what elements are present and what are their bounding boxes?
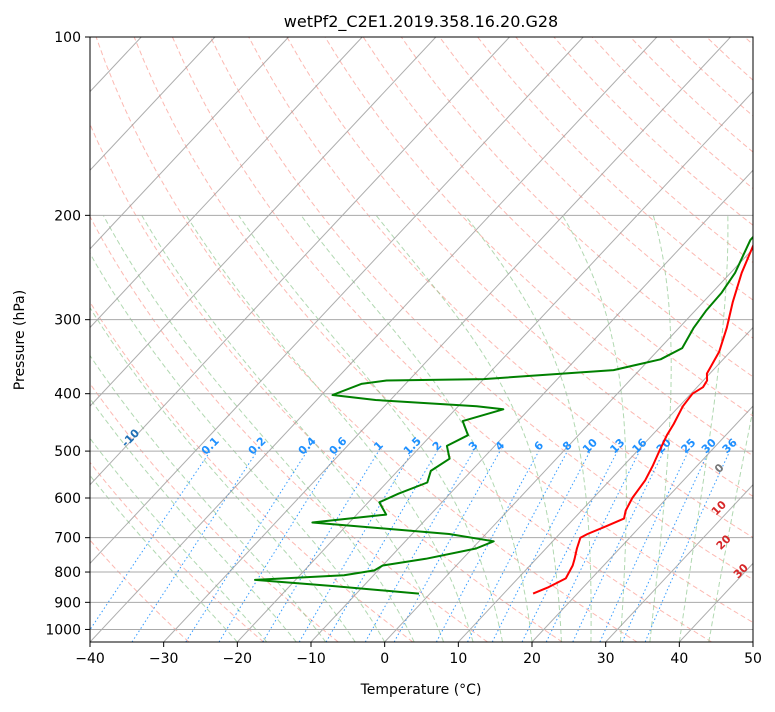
y-tick-label: 500 [54,444,81,460]
x-tick-label: 0 [380,651,389,667]
y-tick-label: 100 [54,30,81,46]
x-tick-label: 10 [449,651,467,667]
y-tick-label: 800 [54,565,81,581]
x-tick-label: 30 [597,651,615,667]
x-tick-label: −30 [149,651,179,667]
x-tick-label: 50 [744,651,762,667]
y-axis-label: Pressure (hPa) [12,290,28,390]
x-tick-label: 20 [523,651,541,667]
chart-title: wetPf2_C2E1.2019.358.16.20.G28 [284,12,558,32]
y-tick-label: 200 [54,208,81,224]
y-tick-label: 700 [54,531,81,547]
y-tick-label: 600 [54,491,81,507]
y-tick-label: 400 [54,387,81,403]
x-tick-label: 40 [670,651,688,667]
y-tick-label: 900 [54,595,81,611]
y-tick-label: 300 [54,313,81,329]
x-tick-label: −10 [296,651,326,667]
x-tick-label: −20 [223,651,253,667]
x-tick-label: −40 [75,651,105,667]
x-axis-label: Temperature (°C) [360,682,482,698]
y-tick-label: 1000 [45,622,81,638]
